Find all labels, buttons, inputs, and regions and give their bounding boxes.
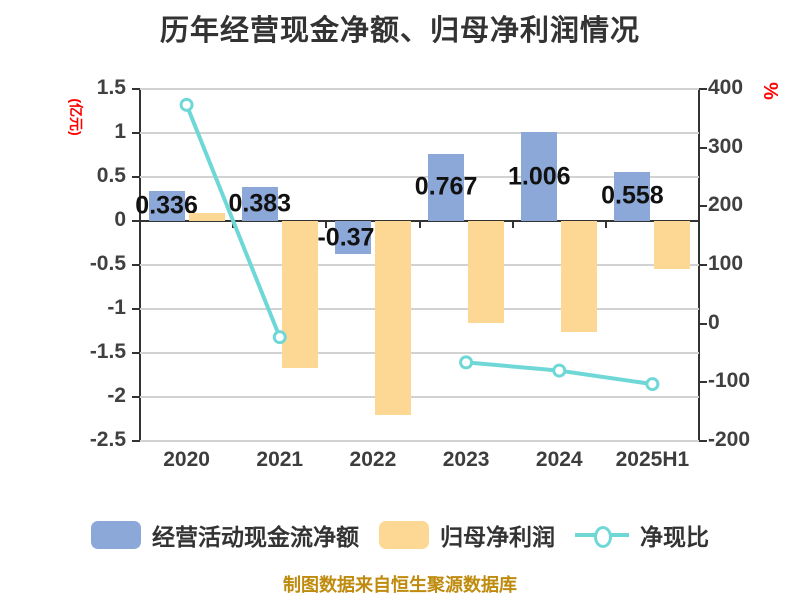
right-axis-tick-label: -200	[708, 428, 751, 451]
legend-item-经营活动现金流净额[interactable]: 经营活动现金流净额	[91, 518, 359, 552]
gridline	[140, 132, 699, 134]
plot-area: 0.336 0.383 -0.378 0.767 1.006 0.558	[132, 88, 707, 442]
bar-经营活动现金流净额-2021	[241, 187, 278, 221]
bar-value-label: 0.558	[601, 181, 664, 210]
chart-title: 历年经营现金净额、归母净利润情况	[159, 15, 640, 47]
gridline	[140, 396, 699, 398]
bar-value-label: 0.383	[228, 189, 292, 218]
legend-swatch	[379, 521, 429, 549]
left-axis-tick	[132, 396, 140, 398]
line-marker	[272, 330, 287, 345]
gridline	[140, 352, 699, 354]
right-axis-tick-label: 300	[708, 134, 744, 158]
left-axis-tick-label: -1	[107, 296, 126, 319]
gridline	[140, 308, 699, 310]
legend-line-dot	[594, 526, 612, 548]
left-axis-tick-label: -2.5	[89, 428, 126, 451]
x-axis-label-2020: 2020	[163, 448, 210, 471]
right-axis-tick-label: 400	[708, 76, 744, 99]
x-axis-tick	[139, 221, 141, 228]
legend: 经营活动现金流净额 归母净利润 净现比	[0, 519, 800, 551]
x-axis-tick	[511, 221, 514, 228]
left-axis-tick-label: 0	[114, 208, 126, 231]
x-axis-tick	[604, 221, 607, 228]
right-axis-tick-label: 200	[708, 193, 744, 217]
legend-item-净现比[interactable]: 净现比	[575, 518, 709, 552]
left-axis-tick-label: -2	[107, 384, 126, 407]
gridline	[140, 264, 699, 266]
left-axis-tick-label: 1	[114, 120, 126, 143]
line-marker	[645, 377, 660, 392]
right-axis-tick	[699, 264, 707, 266]
x-axis-tick	[418, 221, 421, 228]
footer-source-note: 制图数据来自恒生聚源数据库	[283, 575, 517, 595]
left-axis-tick	[132, 176, 140, 178]
line-marker	[179, 97, 194, 112]
x-axis-tick	[698, 221, 700, 228]
left-axis-tick-label: 0.5	[96, 164, 126, 187]
gridline	[140, 176, 699, 178]
bar-value-label: 0.767	[414, 172, 478, 201]
legend-item-归母净利润[interactable]: 归母净利润	[379, 518, 555, 552]
bar-归母净利润-2022	[374, 221, 411, 416]
right-axis-tick	[699, 381, 707, 384]
bar-归母净利润-2021	[281, 221, 318, 368]
left-axis-tick	[132, 220, 140, 222]
legend-label: 归母净利润	[440, 524, 555, 550]
left-axis-tick	[132, 440, 140, 442]
right-axis-tick-label: 0	[708, 310, 720, 334]
legend-label: 净现比	[640, 524, 709, 550]
x-axis-tick	[325, 221, 328, 228]
left-axis-tick	[132, 352, 140, 354]
left-axis-tick	[132, 308, 140, 310]
line-marker	[552, 363, 567, 378]
legend-line-marker-icon	[575, 521, 629, 549]
right-axis-tick	[699, 322, 707, 325]
left-axis-tick	[132, 132, 140, 134]
line-series-净现比	[179, 97, 660, 392]
x-axis-label-2023: 2023	[442, 448, 490, 471]
right-axis-tick	[699, 88, 707, 90]
x-axis-label-2025H1: 2025H1	[615, 448, 690, 471]
bar-经营活动现金流净额-2024	[521, 132, 558, 221]
right-axis-tick	[699, 146, 707, 149]
left-axis-tick-label: 1.5	[96, 76, 126, 99]
legend-label: 经营活动现金流净额	[152, 524, 359, 550]
bar-归母净利润-2020	[188, 213, 225, 221]
line-marker	[459, 355, 474, 370]
bar-经营活动现金流净额-2020	[148, 191, 185, 221]
bar-经营活动现金流净额-2023	[428, 153, 465, 221]
bar-value-label: 0.336	[135, 191, 198, 220]
bar-经营活动现金流净额-2025H1	[614, 171, 651, 221]
right-axis-tick-label: 100	[708, 252, 744, 275]
bar-归母净利润-2025H1	[654, 221, 691, 269]
right-axis-tick	[699, 440, 707, 442]
bar-归母净利润-2023	[468, 221, 505, 324]
gridline	[140, 88, 699, 90]
gridline	[140, 440, 699, 442]
x-axis-label-2021: 2021	[256, 448, 304, 471]
legend-swatch	[91, 521, 141, 549]
bar-value-label: 1.006	[507, 162, 571, 191]
bar-归母净利润-2024	[561, 221, 598, 332]
x-axis-label-2022: 2022	[349, 448, 397, 471]
bar-经营活动现金流净额-2022	[334, 221, 371, 255]
line-segment	[184, 102, 282, 340]
right-axis-tick	[699, 205, 707, 208]
left-axis-tick	[132, 264, 140, 266]
left-axis-tick-label: -0.5	[89, 252, 126, 275]
right-axis-tick-label: -100	[708, 369, 751, 393]
x-axis-label-2024: 2024	[535, 448, 583, 471]
left-axis-tick-label: -1.5	[89, 340, 126, 363]
left-axis-tick	[132, 88, 140, 90]
